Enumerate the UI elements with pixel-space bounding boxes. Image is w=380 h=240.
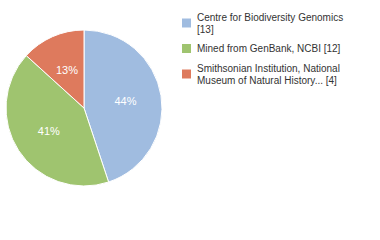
svg-text:41%: 41% (38, 125, 60, 137)
svg-text:Museum of Natural History... [: Museum of Natural History... [4] (197, 75, 337, 86)
svg-text:[13]: [13] (197, 24, 214, 35)
svg-text:13%: 13% (56, 64, 78, 76)
svg-text:44%: 44% (114, 95, 136, 107)
svg-text:Smithsonian Institution, Natio: Smithsonian Institution, National (197, 63, 343, 74)
svg-text:Mined from GenBank, NCBI [12]: Mined from GenBank, NCBI [12] (197, 43, 341, 54)
svg-text:Centre for Biodiversity Genomi: Centre for Biodiversity Genomics (197, 12, 346, 23)
